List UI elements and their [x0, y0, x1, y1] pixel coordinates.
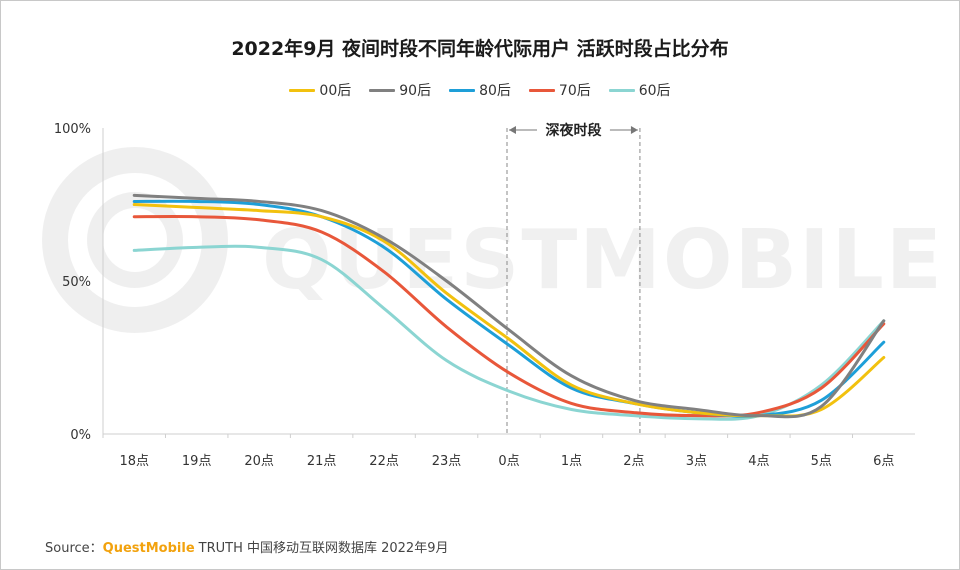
x-tick-label: 18点: [119, 454, 149, 469]
legend-swatch-70: [528, 88, 555, 92]
legend-label-80: 80后: [479, 83, 511, 99]
legend-swatch-80: [449, 88, 476, 92]
x-tick-label: 1点: [561, 454, 582, 469]
source-label: Source：: [45, 541, 103, 556]
legend-label-70: 70后: [558, 83, 591, 99]
legend-swatch-00: [289, 88, 316, 92]
annotation-arrowhead-left: [509, 126, 516, 134]
legend-item-00: 00后: [289, 80, 351, 100]
x-tick-label: 4点: [748, 454, 769, 469]
annotation-arrowhead-right: [630, 126, 638, 134]
x-tick-label: 21点: [307, 454, 337, 469]
watermark-text: QUESTMOBILE: [262, 213, 944, 308]
chart-title: 2022年9月 夜间时段不同年龄代际用户 活跃时段占比分布: [231, 38, 729, 60]
annotation-label: 深夜时段: [545, 122, 601, 139]
legend-swatch-90: [369, 88, 396, 92]
x-tick-label: 3点: [686, 454, 707, 469]
legend-item-90: 90后: [369, 80, 431, 100]
x-tick-label: 22点: [369, 454, 399, 469]
legend-item-60: 60后: [608, 80, 671, 100]
x-tick-label: 0点: [498, 454, 519, 469]
legend-item-70: 70后: [528, 80, 591, 100]
x-tick-label: 6点: [873, 454, 894, 469]
x-tick-label: 20点: [244, 454, 274, 469]
source-brand: QuestMobile: [102, 541, 195, 556]
legend-label-60: 60后: [638, 83, 671, 99]
x-tick-label: 19点: [182, 454, 212, 469]
y-tick-label: 100%: [54, 122, 91, 137]
series-line-70后: [132, 215, 886, 418]
source-line: Source： QuestMobile TRUTH 中国移动互联网数据库 202…: [45, 537, 448, 556]
legend-swatch-60: [608, 88, 635, 92]
legend-item-80: 80后: [449, 80, 511, 100]
y-tick-label: 0%: [70, 428, 91, 443]
y-tick-label: 50%: [62, 275, 91, 290]
x-tick-label: 23点: [432, 454, 462, 469]
series-line-90后: [132, 193, 886, 419]
source-text: TRUTH 中国移动互联网数据库 2022年9月: [198, 541, 449, 556]
watermark-logo: [42, 147, 228, 333]
x-tick-label: 5点: [811, 454, 832, 469]
legend: 00后 90后 80后 70后 60后: [0, 80, 960, 100]
legend-label-90: 90后: [399, 83, 432, 99]
x-tick-label: 2点: [623, 454, 644, 469]
legend-label-00: 00后: [319, 83, 352, 99]
